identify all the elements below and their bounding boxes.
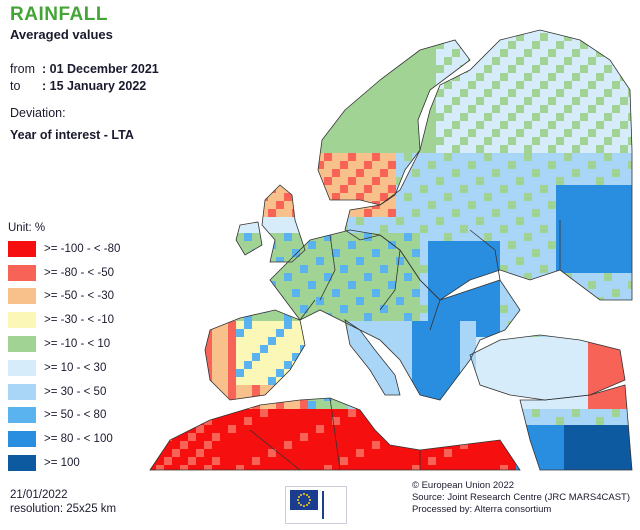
legend-label: >= 10 - < 30 <box>44 361 107 374</box>
legend-swatch <box>8 336 36 353</box>
eu-flag-icon <box>290 490 318 510</box>
legend-swatch <box>8 312 36 329</box>
legend-swatch <box>8 359 36 376</box>
legend-label: >= 30 - < 50 <box>44 385 107 398</box>
legend-label: >= -30 - < -10 <box>44 314 114 327</box>
to-label: to <box>10 79 21 93</box>
legend-unit: Unit: % <box>8 222 46 234</box>
legend-item: >= 30 - < 50 <box>8 380 168 404</box>
legend-label: >= -50 - < -30 <box>44 290 114 303</box>
from-label: from <box>10 62 35 76</box>
logo-text <box>291 513 321 519</box>
legend-swatch <box>8 240 36 257</box>
legend-item: >= -100 - < -80 <box>8 237 168 261</box>
deviation-value: Year of interest - LTA <box>10 128 134 142</box>
legend-swatch <box>8 288 36 305</box>
legend-swatch <box>8 455 36 472</box>
from-value: : 01 December 2021 <box>42 62 159 76</box>
legend-item: >= -50 - < -30 <box>8 285 168 309</box>
deviation-label: Deviation: <box>10 106 66 120</box>
legend-label: >= 100 <box>44 457 80 470</box>
legend-item: >= -10 - < 10 <box>8 332 168 356</box>
resolution: resolution: 25x25 km <box>10 503 117 515</box>
legend-item: >= -80 - < -50 <box>8 261 168 285</box>
legend-label: >= -10 - < 10 <box>44 338 111 351</box>
source: Source: Joint Research Centre (JRC MARS4… <box>411 492 630 503</box>
legend-item: >= 10 - < 30 <box>8 356 168 380</box>
issue-date: 21/01/2022 <box>10 489 68 501</box>
legend-swatch <box>8 264 36 281</box>
legend-label: >= -80 - < -50 <box>44 266 114 279</box>
legend-swatch <box>8 383 36 400</box>
to-value: : 15 January 2022 <box>42 79 147 93</box>
period-to: to : 15 January 2022 <box>10 79 146 93</box>
footer-right: © European Union 2022 Source: Joint Rese… <box>412 480 630 516</box>
legend-label: >= 50 - < 80 <box>44 409 107 422</box>
legend-label: >= 80 - < 100 <box>44 433 113 446</box>
european-commission-logo <box>285 486 347 524</box>
legend-label: >= -100 - < -80 <box>44 242 121 255</box>
legend-item: >= 80 - < 100 <box>8 427 168 451</box>
map-title: RAINFALL <box>10 4 108 25</box>
legend: Unit: % >= -100 - < -80 >= -80 - < -50 >= … <box>8 222 168 475</box>
copyright: © European Union 2022 <box>411 480 515 491</box>
map-subtitle: Averaged values <box>10 27 113 42</box>
legend-swatch <box>8 407 36 424</box>
legend-item: >= 100 <box>8 451 168 475</box>
legend-item: >= 50 - < 80 <box>8 404 168 428</box>
legend-item: >= -30 - < -10 <box>8 308 168 332</box>
footer-left: 21/01/2022 resolution: 25x25 km <box>10 488 116 516</box>
legend-swatch <box>8 431 36 448</box>
rainfall-raster <box>150 30 632 470</box>
period-from: from : 01 December 2021 <box>10 62 159 76</box>
country-borders <box>149 29 633 471</box>
processed-by: Processed by: Alterra consortium <box>411 504 552 515</box>
